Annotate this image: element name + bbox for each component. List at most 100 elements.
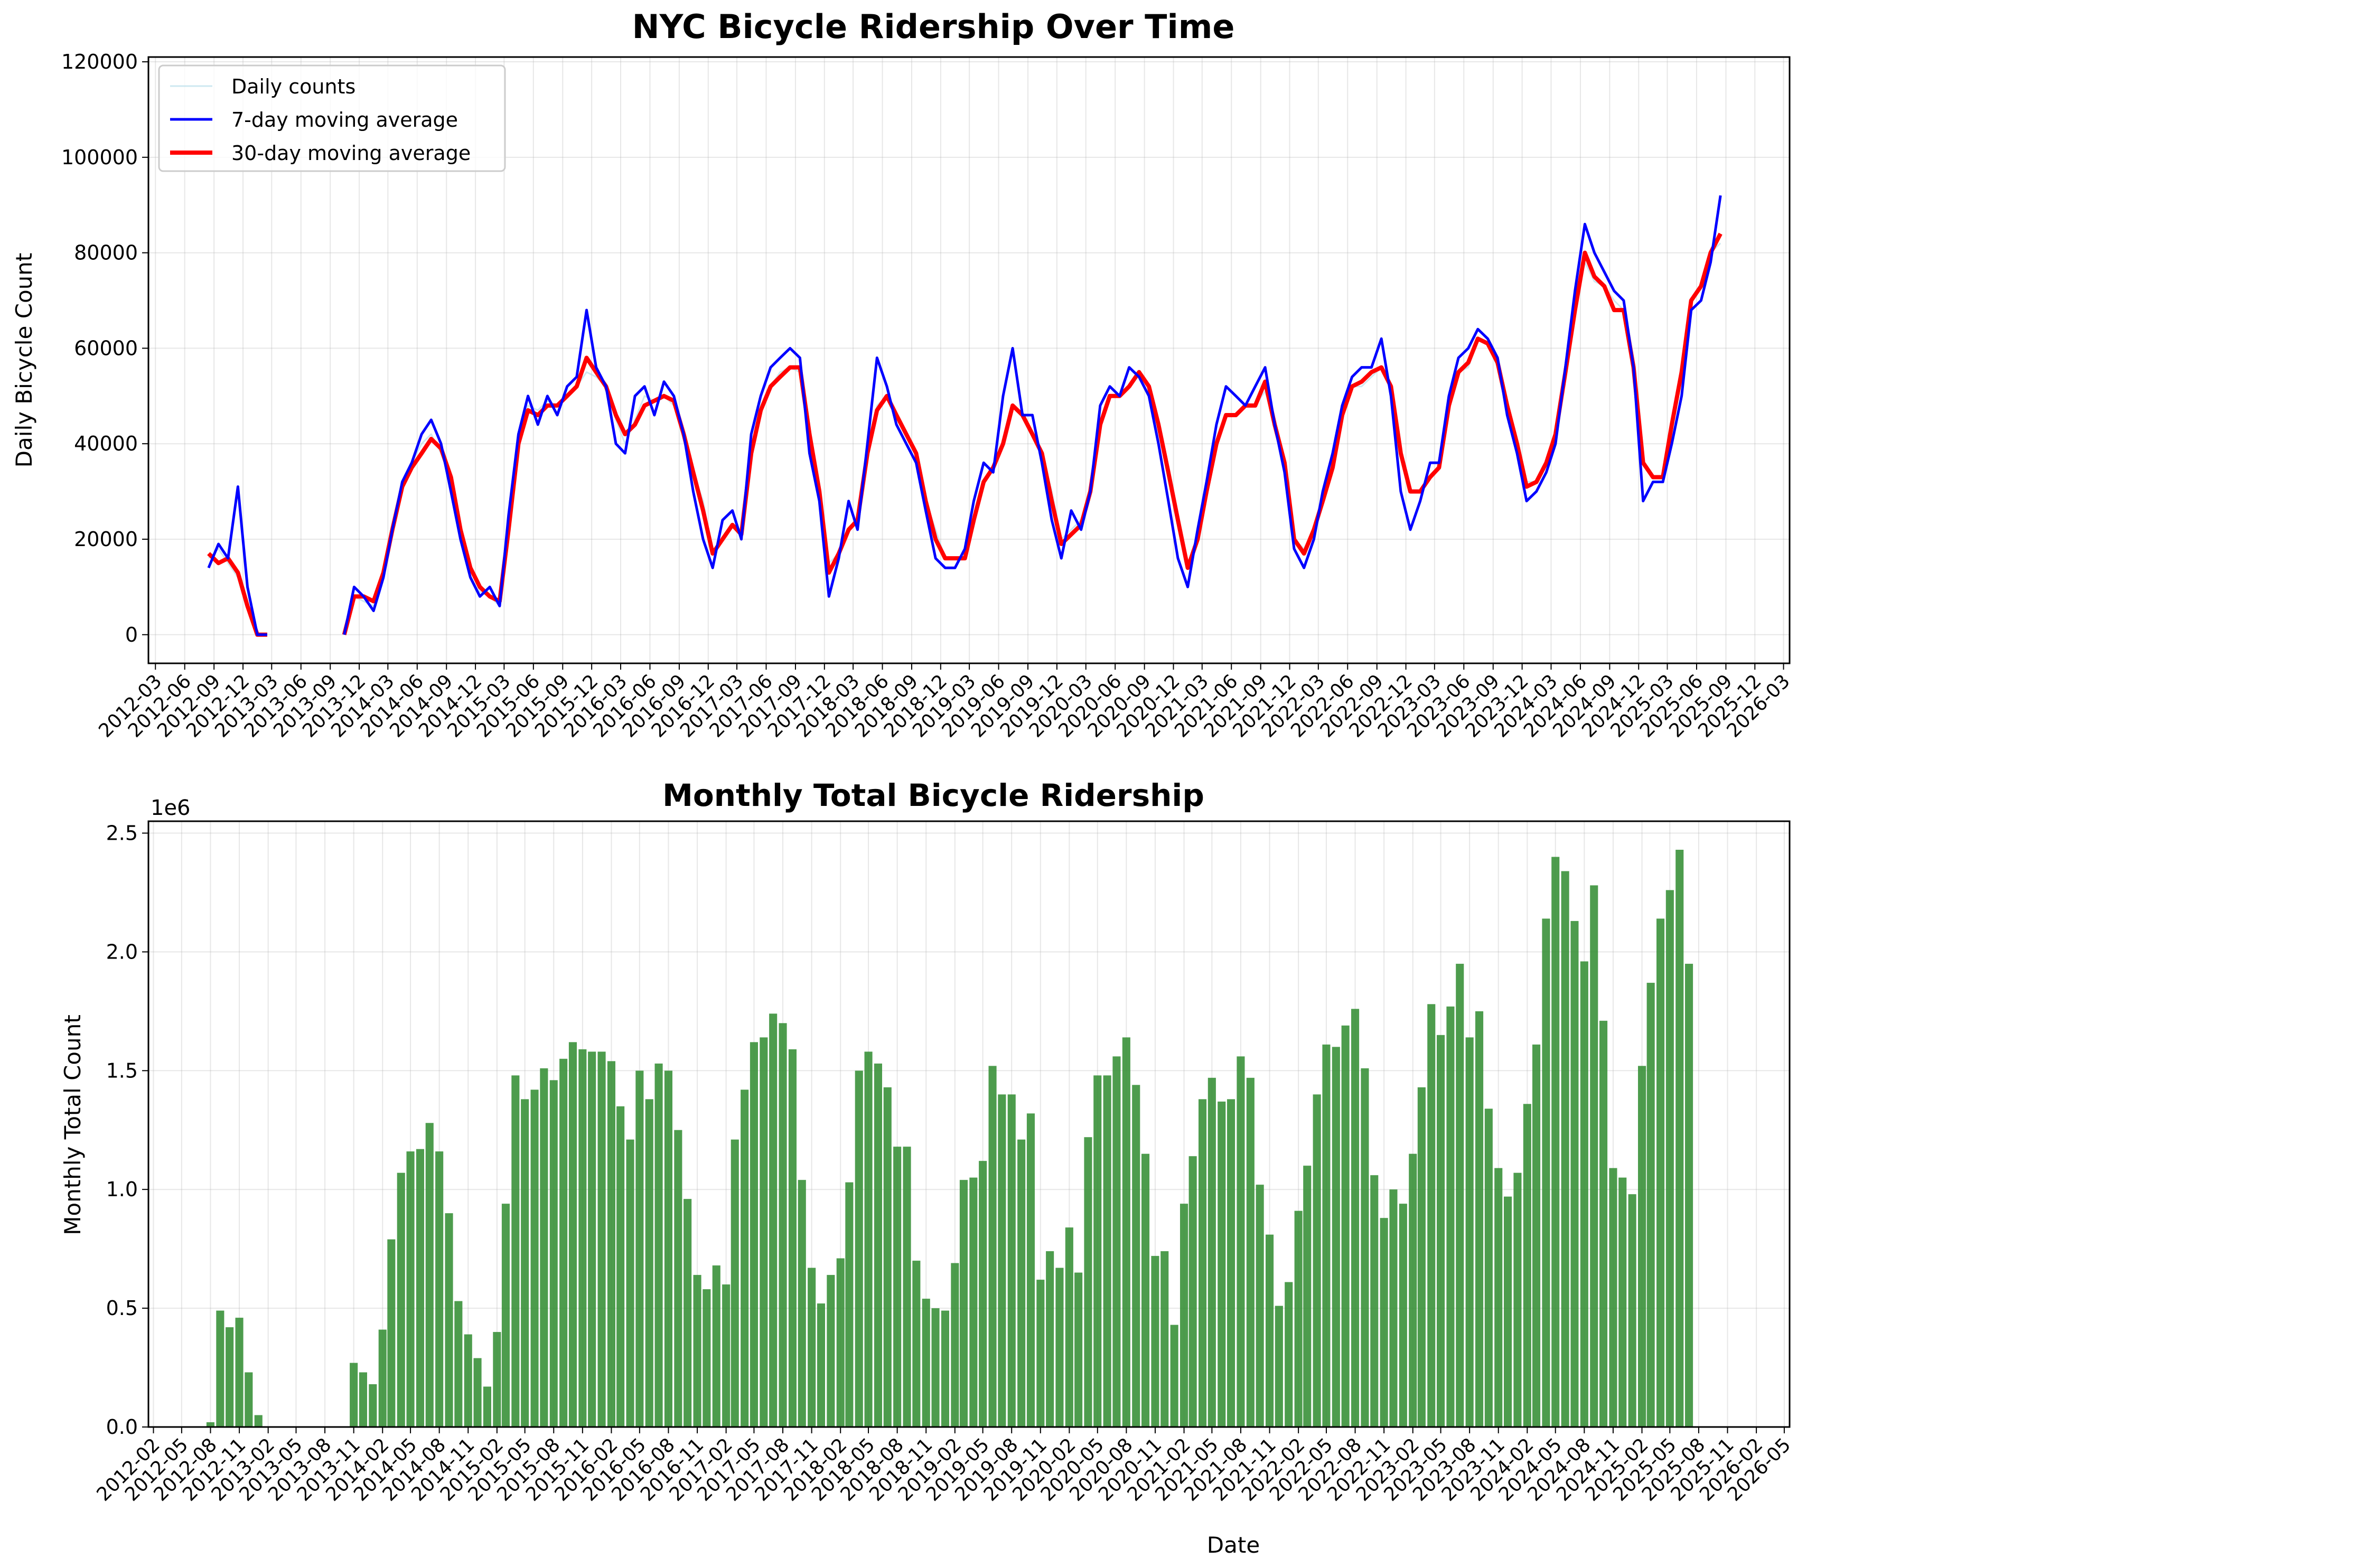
monthly-chart-panel: Monthly Total Bicycle Ridership 0.0 0.5 1.… xyxy=(60,777,1795,1558)
bar xyxy=(397,1172,405,1427)
y-tick-label: 100000 xyxy=(61,146,138,169)
bar xyxy=(1465,1037,1474,1427)
bar xyxy=(1132,1085,1140,1427)
monthly-chart-x-ticks: 2012-022012-052012-082012-112013-022013-… xyxy=(93,1427,1795,1506)
daily-chart-title: NYC Bicycle Ridership Over Time xyxy=(632,7,1235,46)
bar xyxy=(903,1147,911,1427)
bar xyxy=(1646,982,1655,1427)
bar xyxy=(788,1049,797,1427)
bar xyxy=(1285,1282,1293,1427)
bar xyxy=(501,1204,510,1427)
bar xyxy=(1628,1194,1636,1427)
daily-counts-series xyxy=(208,242,1721,636)
monthly-chart-axes-frame xyxy=(147,820,1791,1428)
bar xyxy=(1638,1066,1646,1427)
bar xyxy=(568,1042,577,1427)
daily-chart-legend: Daily counts 7-day moving average 30-day… xyxy=(158,64,506,172)
daily-counts-line xyxy=(208,242,1721,636)
bar xyxy=(464,1334,472,1427)
bar xyxy=(1294,1210,1303,1427)
bar xyxy=(1093,1075,1102,1427)
bar xyxy=(1160,1251,1169,1427)
bar xyxy=(1246,1077,1255,1427)
bar xyxy=(245,1372,253,1427)
bar xyxy=(1665,890,1674,1427)
bar xyxy=(1427,1004,1436,1427)
bar xyxy=(1494,1168,1503,1427)
daily-chart-ylabel: Daily Bicycle Count xyxy=(11,253,37,468)
bar xyxy=(855,1071,863,1427)
bar xyxy=(559,1058,568,1427)
daily-chart-x-ticks: 2012-032012-062012-092012-122013-032013-… xyxy=(95,663,1794,742)
bar xyxy=(1618,1177,1627,1427)
bar xyxy=(693,1275,701,1427)
bar xyxy=(616,1106,625,1427)
bar xyxy=(1332,1047,1340,1427)
bar xyxy=(1199,1099,1207,1427)
bar xyxy=(912,1261,921,1427)
bar xyxy=(1026,1113,1035,1427)
legend-label-ma30: 30-day moving average xyxy=(231,142,471,165)
bar xyxy=(1580,961,1588,1427)
y-tick-label: 0.5 xyxy=(106,1297,138,1320)
bar xyxy=(1456,963,1464,1427)
bar xyxy=(588,1051,596,1427)
bar xyxy=(941,1310,949,1427)
y-tick-label: 1.5 xyxy=(106,1059,138,1082)
bar xyxy=(635,1071,644,1427)
bar xyxy=(645,1099,653,1427)
bar xyxy=(808,1267,816,1427)
bar xyxy=(387,1239,396,1427)
bar xyxy=(1523,1104,1531,1427)
bar xyxy=(922,1299,930,1427)
bar xyxy=(969,1177,978,1427)
ma30-series xyxy=(207,232,1723,637)
y-tick-label: 1.0 xyxy=(106,1178,138,1201)
bar xyxy=(511,1075,520,1427)
bar xyxy=(416,1149,424,1427)
bar xyxy=(597,1051,606,1427)
bar xyxy=(664,1071,672,1427)
bar xyxy=(1237,1056,1245,1427)
bar xyxy=(1675,850,1684,1427)
bar xyxy=(1656,918,1665,1427)
bar xyxy=(445,1213,453,1427)
y-tick-label: 40000 xyxy=(74,432,138,455)
bar xyxy=(1341,1025,1350,1427)
bar xyxy=(1017,1139,1026,1427)
bar xyxy=(435,1151,444,1427)
bar xyxy=(1036,1280,1045,1427)
bar xyxy=(1007,1094,1016,1427)
ma7-series xyxy=(207,195,1722,636)
bar xyxy=(1590,885,1598,1427)
bar xyxy=(684,1199,692,1427)
bar xyxy=(350,1363,358,1427)
bar xyxy=(226,1327,234,1427)
bar xyxy=(1112,1056,1121,1427)
bar xyxy=(827,1275,835,1427)
monthly-chart-offset-label: 1e6 xyxy=(151,796,191,820)
bar xyxy=(712,1265,720,1427)
y-tick-label: 0.0 xyxy=(106,1415,138,1439)
bar xyxy=(626,1139,634,1427)
bar xyxy=(1513,1172,1522,1427)
bar xyxy=(760,1037,768,1427)
bar xyxy=(883,1087,892,1427)
bar xyxy=(817,1303,825,1427)
bar xyxy=(1218,1101,1226,1427)
bar xyxy=(1351,1009,1360,1427)
bar xyxy=(798,1180,806,1427)
bar xyxy=(1551,857,1560,1427)
bar xyxy=(959,1180,968,1427)
bar xyxy=(1256,1185,1264,1427)
bar xyxy=(1151,1256,1159,1427)
bar xyxy=(931,1308,940,1427)
bar xyxy=(1122,1037,1130,1427)
bar xyxy=(722,1284,731,1427)
bar xyxy=(578,1049,587,1427)
bar xyxy=(1046,1251,1054,1427)
bar xyxy=(845,1182,854,1427)
bar xyxy=(473,1358,482,1427)
daily-chart-panel: NYC Bicycle Ridership Over Time 0 20000 40… xyxy=(11,7,1794,742)
